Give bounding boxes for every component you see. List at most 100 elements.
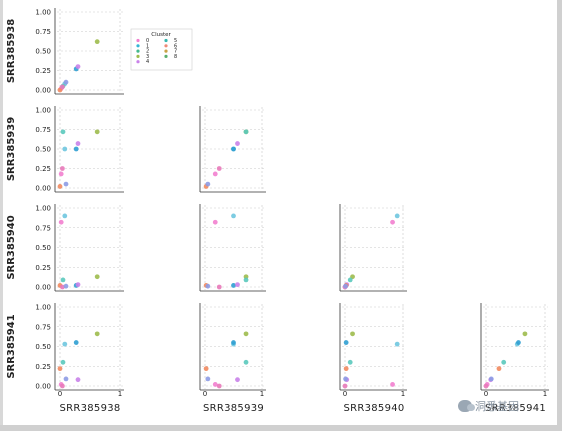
watermark: 洞悉基因 — [458, 398, 519, 414]
point-c0 — [390, 219, 395, 225]
point-c7 — [342, 383, 348, 389]
legend-marker-6 — [164, 44, 168, 48]
legend-label-8: 8 — [174, 54, 177, 60]
y-tick-label: 1.00 — [35, 205, 51, 213]
point-c5 — [501, 359, 507, 365]
y-tick-label: 1.00 — [35, 9, 51, 17]
point-c8 — [63, 181, 69, 187]
point-c7 — [216, 166, 222, 171]
point-c1 — [394, 341, 400, 347]
point-c1 — [394, 213, 400, 219]
point-c7 — [60, 284, 65, 290]
panel-SRR385941-vs-SRR385940 — [339, 303, 407, 391]
point-c8 — [343, 283, 348, 289]
panel-SRR385939-vs-SRR385938 — [54, 106, 124, 193]
point-c8 — [63, 283, 69, 289]
y-tick-label: 0.75 — [35, 323, 51, 331]
point-c3 — [243, 331, 249, 337]
point-c0 — [212, 219, 218, 225]
panel-SRR385940-vs-SRR385938 — [54, 204, 124, 292]
panel-SRR385941-vs-SRR385938 — [54, 303, 124, 391]
point-c1 — [62, 213, 68, 219]
x-tick-label: 0 — [58, 390, 62, 398]
point-c6 — [496, 366, 502, 372]
y-tick-label: 0.25 — [35, 363, 51, 371]
legend-marker-4 — [136, 60, 140, 64]
point-c1 — [62, 341, 68, 347]
point-c7 — [60, 166, 65, 171]
y-tick-label: 0.00 — [35, 87, 51, 95]
y-tick-label: 1.00 — [35, 107, 51, 115]
point-c3 — [522, 331, 528, 337]
legend-title: Cluster — [151, 32, 171, 38]
legend-label-0: 0 — [146, 38, 149, 44]
y-tick-label: 0.25 — [35, 67, 51, 75]
legend-marker-5 — [164, 38, 168, 43]
panel-SRR385939-vs-SRR385939 — [199, 106, 266, 193]
point-c8 — [63, 79, 69, 85]
point-c4 — [235, 377, 240, 383]
point-c2 — [73, 146, 79, 152]
col-label-SRR385940: SRR385940 — [343, 403, 404, 414]
point-c7 — [60, 84, 65, 90]
point-c8 — [343, 376, 348, 382]
row-label-SRR385941: SRR385941 — [6, 314, 17, 378]
point-c8 — [488, 376, 494, 382]
point-c3 — [94, 39, 100, 45]
point-c8 — [63, 376, 69, 382]
y-tick-label: 0.25 — [35, 165, 51, 173]
y-tick-label: 0.50 — [35, 244, 51, 252]
col-label-SRR385938: SRR385938 — [59, 403, 120, 414]
point-c5 — [60, 277, 66, 283]
legend-label-7: 7 — [174, 49, 177, 55]
legend-label-6: 6 — [174, 43, 177, 49]
legend-marker-2 — [136, 49, 140, 53]
row-label-SRR385940: SRR385940 — [6, 215, 17, 279]
panel-SRR385941-vs-SRR385939 — [199, 303, 266, 391]
point-c5 — [347, 359, 353, 365]
legend-label-3: 3 — [146, 54, 149, 60]
row-label-SRR385939: SRR385939 — [6, 117, 17, 181]
right-frame-edge — [557, 0, 562, 431]
panel-SRR385941-vs-SRR385941 — [480, 303, 549, 391]
legend-label-5: 5 — [174, 38, 177, 44]
point-c5 — [243, 277, 249, 283]
x-tick-label: 1 — [401, 390, 405, 398]
legend-marker-1 — [136, 44, 140, 48]
y-tick-label: 0.75 — [35, 28, 51, 36]
point-c0 — [212, 382, 218, 387]
x-tick-label: 1 — [543, 390, 547, 398]
y-tick-label: 0.75 — [35, 224, 51, 232]
y-tick-label: 1.00 — [35, 304, 51, 312]
point-c8 — [205, 181, 211, 187]
point-c2 — [231, 146, 236, 152]
legend-box — [130, 28, 193, 71]
point-c0 — [390, 382, 395, 387]
point-c5 — [60, 359, 66, 365]
point-c0 — [58, 219, 64, 225]
y-tick-label: 0.00 — [35, 284, 51, 292]
bottom-frame-edge — [0, 425, 562, 431]
x-tick-label: 0 — [484, 390, 488, 398]
point-c2 — [231, 340, 236, 345]
point-c3 — [350, 331, 355, 337]
point-c8 — [205, 376, 211, 382]
point-c5 — [60, 129, 66, 135]
wechat-logo-icon — [458, 400, 475, 412]
x-tick-label: 1 — [260, 390, 264, 398]
point-c2 — [73, 340, 79, 345]
x-tick-label: 1 — [118, 390, 122, 398]
panel-SRR385940-vs-SRR385939 — [199, 204, 266, 292]
point-c6 — [343, 366, 349, 372]
point-c4 — [235, 282, 240, 288]
point-c0 — [58, 171, 64, 177]
point-c0 — [212, 171, 218, 177]
legend-label-4: 4 — [146, 59, 149, 65]
legend-marker-7 — [164, 49, 168, 53]
col-label-SRR385939: SRR385939 — [203, 403, 264, 414]
point-c3 — [94, 274, 100, 280]
y-tick-label: 0.50 — [35, 48, 51, 56]
legend-marker-0 — [136, 38, 140, 43]
point-c4 — [75, 377, 81, 383]
